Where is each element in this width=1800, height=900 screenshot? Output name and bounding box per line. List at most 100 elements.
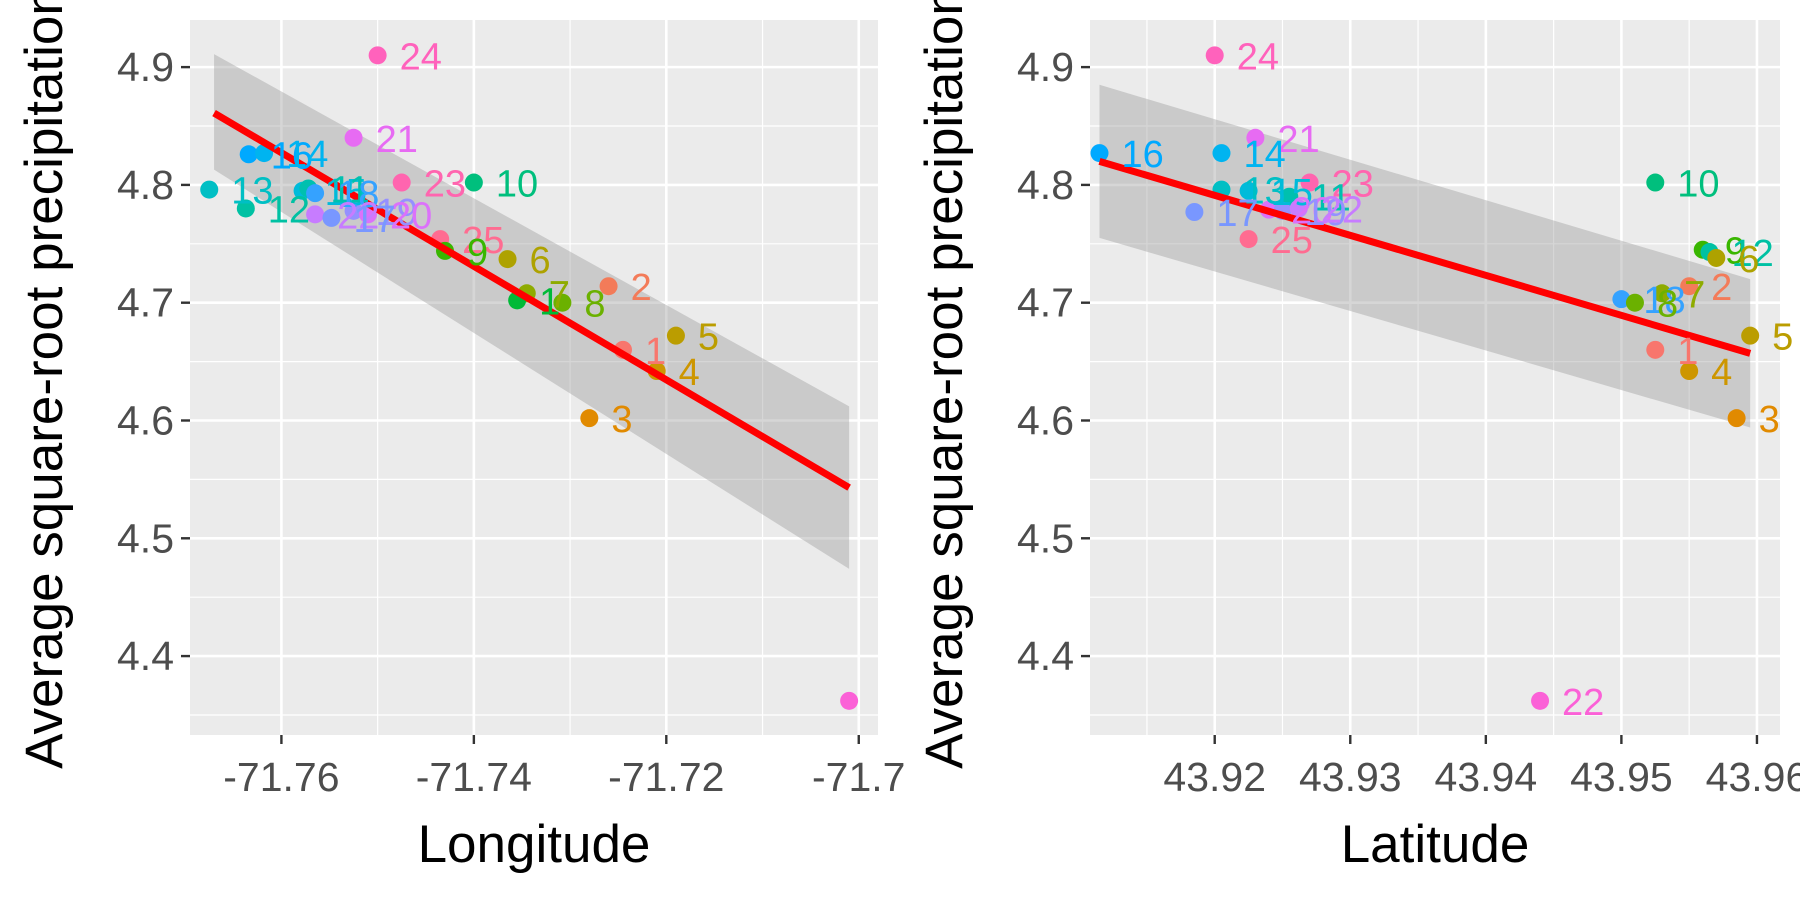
data-point	[200, 180, 219, 199]
point-label: 4	[679, 352, 700, 394]
data-point	[840, 691, 859, 710]
data-point	[344, 201, 363, 220]
point-label: 11	[1311, 178, 1350, 220]
point-label: 5	[1772, 317, 1793, 359]
point-label: 24	[1237, 36, 1279, 78]
y-axis-title: Average square-root precipitation	[915, 0, 974, 769]
data-point	[1646, 340, 1665, 359]
data-point	[464, 173, 483, 192]
point-label: 22	[1562, 682, 1604, 724]
y-tick-label: 4.5	[1017, 515, 1074, 561]
data-point	[392, 173, 411, 192]
x-tick-label: -71.72	[608, 754, 724, 800]
point-label: 14	[286, 134, 328, 176]
data-point	[1653, 284, 1672, 303]
y-tick-label: 4.8	[117, 162, 174, 208]
y-tick-label: 4.4	[1017, 633, 1074, 679]
x-tick-label: 43.93	[1299, 754, 1402, 800]
data-point	[666, 326, 685, 345]
point-label: 20	[390, 195, 432, 237]
point-label: 19	[1304, 192, 1346, 234]
point-label: 7	[1684, 274, 1705, 316]
confidence-band	[214, 54, 850, 569]
x-tick-label: 43.92	[1163, 754, 1266, 800]
point-label: 1	[645, 331, 666, 373]
point-label: 23	[1332, 164, 1374, 206]
data-point	[1289, 199, 1308, 218]
point-label: 10	[1677, 164, 1719, 206]
data-point	[236, 199, 255, 218]
data-point	[239, 145, 258, 164]
data-point	[1185, 203, 1204, 222]
point-label: 1	[539, 281, 560, 323]
point-label: 15	[325, 172, 367, 214]
point-label: 21	[1277, 119, 1319, 161]
data-point	[1531, 691, 1550, 710]
point-label: 25	[462, 220, 504, 262]
y-tick-label: 4.8	[1017, 162, 1074, 208]
point-label: 9	[467, 232, 488, 274]
y-tick-label: 4.6	[1017, 397, 1074, 443]
point-label: 11	[330, 169, 369, 211]
regression-line	[212, 110, 851, 491]
point-label: 7	[549, 274, 570, 316]
point-label: 12	[268, 189, 310, 231]
y-tick-label: 4.6	[117, 397, 174, 443]
point-label: 2	[1711, 267, 1732, 309]
y-tick-label: 4.4	[117, 633, 174, 679]
point-label: 4	[1711, 352, 1732, 394]
point-label: 21	[376, 119, 418, 161]
point-label: 20	[1291, 191, 1333, 233]
data-point	[1212, 144, 1231, 163]
point-label: 1	[1677, 331, 1698, 373]
data-point	[1680, 362, 1699, 381]
point-label: 13	[1243, 171, 1285, 213]
y-tick-label: 4.7	[1017, 280, 1074, 326]
panel-background	[190, 20, 878, 735]
x-tick-label: -71.74	[416, 754, 532, 800]
point-label: 19	[376, 192, 418, 234]
data-point	[1246, 128, 1265, 147]
point-label: 5	[698, 317, 719, 359]
data-point	[1741, 326, 1760, 345]
point-label: 23	[424, 164, 466, 206]
x-tick-label: 43.96	[1706, 754, 1800, 800]
point-label: 22	[337, 195, 379, 237]
x-axis-title: Latitude	[1341, 815, 1530, 874]
point-label: 24	[400, 36, 442, 78]
point-label: 22	[1321, 189, 1363, 231]
data-point	[322, 208, 341, 227]
point-label: 12	[1732, 233, 1774, 275]
data-point	[553, 293, 572, 312]
x-tick-label: -71.76	[223, 754, 339, 800]
point-label: 16	[271, 135, 313, 177]
data-point	[1646, 173, 1665, 192]
point-label: 8	[584, 284, 605, 326]
y-tick-label: 4.9	[117, 44, 174, 90]
point-label: 16	[1121, 134, 1163, 176]
y-axis-title: Average square-root precipitation	[15, 0, 74, 769]
data-point	[1239, 181, 1258, 200]
data-point	[1205, 46, 1224, 65]
x-tick-label: -71.7	[812, 754, 905, 800]
point-label: 17	[1216, 193, 1258, 235]
latitude-panel: 4.4 4.5 4.6 4.7 4.8 4.9 43.92 43.93 43.94 43.95 43…	[915, 0, 1800, 874]
data-point	[1625, 293, 1644, 312]
data-point	[1300, 173, 1319, 192]
panel-background	[1090, 20, 1780, 735]
data-point	[599, 277, 618, 296]
point-label: 13	[231, 171, 273, 213]
point-label: 6	[1738, 239, 1759, 281]
x-tick-label: 43.95	[1570, 754, 1673, 800]
y-tick-label: 4.7	[117, 280, 174, 326]
point-label: 10	[496, 164, 538, 206]
point-label: 9	[1725, 231, 1746, 273]
point-label: 8	[1657, 284, 1678, 326]
point-label: 3	[1759, 399, 1780, 441]
data-point	[1680, 277, 1699, 296]
y-tick-label: 4.9	[1017, 44, 1074, 90]
data-point	[498, 250, 517, 269]
x-tick-label: 43.94	[1435, 754, 1538, 800]
point-label: 18	[1643, 280, 1685, 322]
